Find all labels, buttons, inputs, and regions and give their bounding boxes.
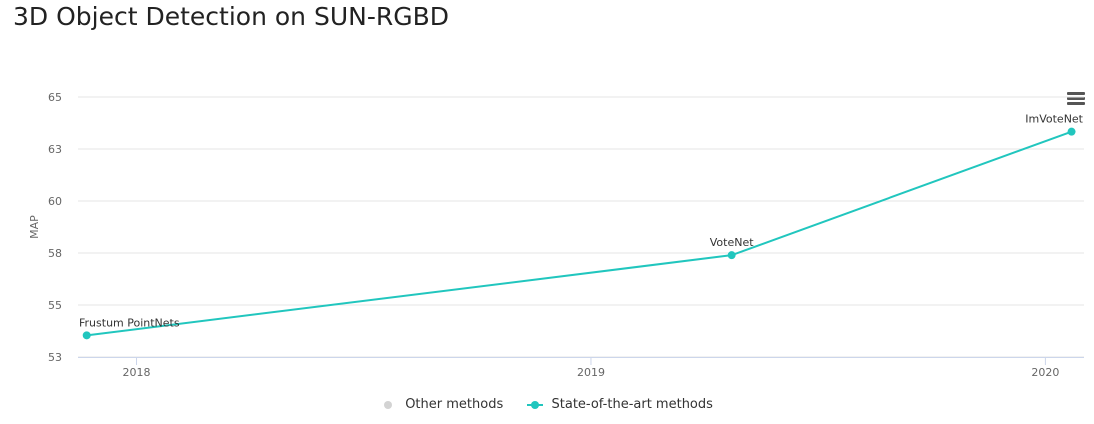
menu-bar (1067, 92, 1085, 95)
legend-line-dot-icon (527, 400, 544, 410)
legend-label: State-of-the-art methods (551, 397, 713, 412)
data-point-label: ImVoteNet (1025, 113, 1083, 126)
y-axis-label: MAP (28, 215, 41, 239)
legend-item-sota-methods[interactable]: State-of-the-art methods (527, 397, 713, 412)
menu-bar (1067, 97, 1085, 100)
x-axis-ticks: 2018 2019 2020 (123, 357, 1059, 379)
chart-menu-icon[interactable] (1066, 90, 1086, 108)
x-tick-label: 2020 (1031, 366, 1059, 379)
y-tick-label: 55 (48, 299, 62, 312)
legend-dot-icon (381, 400, 397, 410)
x-tick-label: 2019 (577, 366, 605, 379)
x-tick-label: 2018 (123, 366, 151, 379)
legend-label: Other methods (405, 397, 504, 412)
line-chart: 53 55 58 60 63 65 2018 2019 2020 MAP Frustum Po… (28, 91, 1084, 379)
grid-lines (78, 96, 1084, 358)
y-tick-label: 63 (48, 143, 62, 156)
data-point[interactable] (1067, 127, 1076, 136)
menu-bar (1067, 102, 1085, 105)
data-point-label: VoteNet (710, 236, 754, 249)
legend-item-other-methods[interactable]: Other methods (381, 397, 503, 412)
chart-legend: Other methods State-of-the-art methods (0, 397, 1094, 412)
y-tick-label: 53 (48, 351, 62, 364)
y-tick-label: 65 (48, 91, 62, 104)
data-point[interactable] (727, 251, 736, 260)
data-point-label: Frustum PointNets (79, 316, 180, 329)
page-title: 3D Object Detection on SUN-RGBD (13, 2, 449, 31)
y-tick-label: 58 (48, 247, 62, 260)
y-axis-ticks: 53 55 58 60 63 65 (48, 91, 62, 364)
series-layer: Frustum PointNets VoteNet ImVoteNet (79, 113, 1084, 340)
y-tick-label: 60 (48, 195, 62, 208)
data-point[interactable] (82, 331, 91, 340)
